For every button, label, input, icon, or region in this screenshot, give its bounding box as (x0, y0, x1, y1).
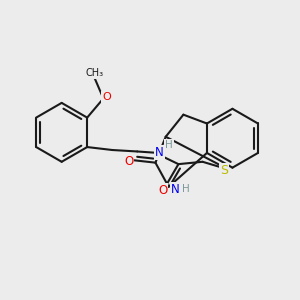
Text: O: O (124, 155, 134, 168)
Text: O: O (158, 184, 167, 197)
Text: CH₃: CH₃ (85, 68, 103, 78)
Text: H: H (165, 140, 173, 150)
Text: N: N (171, 183, 179, 196)
Text: O: O (102, 92, 111, 102)
Text: H: H (182, 184, 190, 194)
Text: S: S (220, 164, 228, 176)
Text: N: N (155, 146, 164, 159)
